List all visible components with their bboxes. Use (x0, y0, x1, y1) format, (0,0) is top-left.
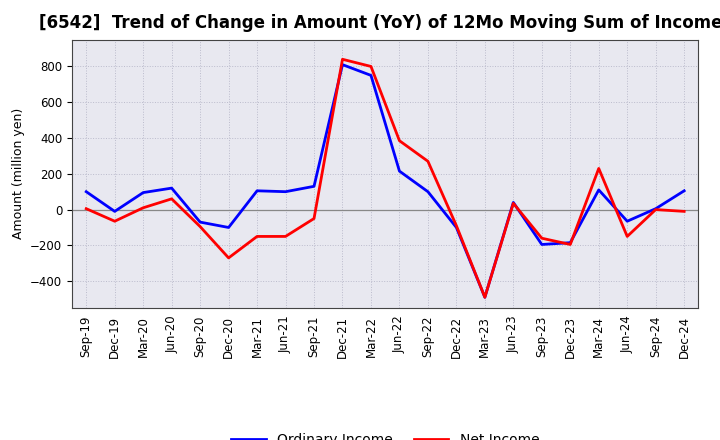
Net Income (623, 234, 631, 239)
Net Income (253, 234, 261, 239)
Ordinary Income (652, 206, 660, 211)
Ordinary Income (680, 188, 688, 194)
Ordinary Income (82, 189, 91, 194)
Y-axis label: Amount (million yen): Amount (million yen) (12, 108, 24, 239)
Net Income (139, 205, 148, 210)
Net Income (452, 223, 461, 228)
Ordinary Income (338, 62, 347, 67)
Net Income (310, 216, 318, 221)
Net Income (167, 196, 176, 202)
Ordinary Income (110, 209, 119, 214)
Net Income (338, 57, 347, 62)
Net Income (566, 242, 575, 247)
Ordinary Income (366, 73, 375, 78)
Ordinary Income (423, 189, 432, 194)
Line: Net Income: Net Income (86, 59, 684, 297)
Net Income (537, 235, 546, 241)
Ordinary Income (480, 295, 489, 300)
Ordinary Income (566, 240, 575, 246)
Ordinary Income (595, 187, 603, 193)
Ordinary Income (395, 169, 404, 174)
Ordinary Income (509, 200, 518, 205)
Ordinary Income (537, 242, 546, 247)
Net Income (110, 219, 119, 224)
Ordinary Income (623, 219, 631, 224)
Net Income (395, 138, 404, 143)
Legend: Ordinary Income, Net Income: Ordinary Income, Net Income (225, 428, 545, 440)
Net Income (196, 224, 204, 229)
Ordinary Income (310, 183, 318, 189)
Ordinary Income (139, 190, 148, 195)
Title: [6542]  Trend of Change in Amount (YoY) of 12Mo Moving Sum of Incomes: [6542] Trend of Change in Amount (YoY) o… (38, 15, 720, 33)
Ordinary Income (167, 186, 176, 191)
Net Income (82, 206, 91, 211)
Net Income (423, 159, 432, 164)
Net Income (225, 255, 233, 260)
Net Income (652, 207, 660, 212)
Ordinary Income (452, 225, 461, 230)
Net Income (282, 234, 290, 239)
Net Income (480, 295, 489, 300)
Ordinary Income (225, 225, 233, 230)
Net Income (680, 209, 688, 214)
Net Income (366, 64, 375, 69)
Ordinary Income (196, 220, 204, 225)
Ordinary Income (282, 189, 290, 194)
Net Income (595, 166, 603, 171)
Net Income (509, 201, 518, 206)
Ordinary Income (253, 188, 261, 194)
Line: Ordinary Income: Ordinary Income (86, 65, 684, 297)
